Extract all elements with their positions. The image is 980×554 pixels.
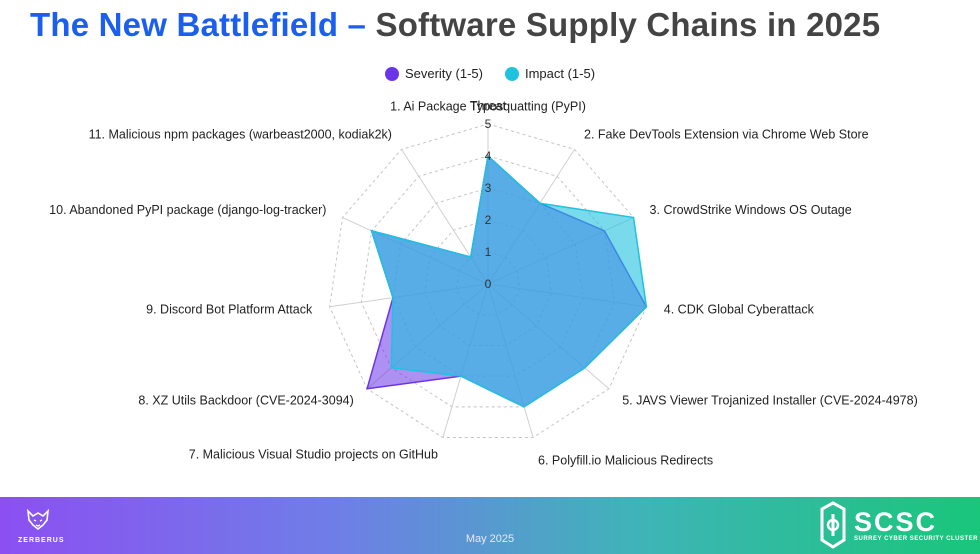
category-label: 2. Fake DevTools Extension via Chrome We… — [584, 128, 869, 142]
category-label: 8. XZ Utils Backdoor (CVE-2024-3094) — [138, 393, 353, 407]
category-label: 4. CDK Global Cyberattack — [664, 302, 815, 316]
tick-label: 3 — [485, 181, 492, 195]
category-label: 10. Abandoned PyPI package (django-log-t… — [49, 203, 326, 217]
scsc-logo-text: SCSC — [854, 506, 938, 537]
category-label: 9. Discord Bot Platform Attack — [146, 302, 313, 316]
legend-swatch-severity — [384, 66, 399, 81]
zerberus-logo-text: ZERBERUS — [18, 537, 65, 544]
shield-icon — [820, 501, 846, 549]
page-title: The New Battlefield – Software Supply Ch… — [30, 6, 880, 44]
tick-label: 0 — [485, 277, 492, 291]
title-rest: Software Supply Chains in 2025 — [375, 6, 881, 43]
legend-label-impact: Impact (1-5) — [524, 66, 596, 81]
title-highlight: The New Battlefield — [30, 6, 339, 43]
tick-label: 5 — [485, 117, 492, 131]
legend-item-impact[interactable]: Impact (1-5) — [504, 66, 596, 81]
legend-swatch-impact — [504, 66, 519, 81]
axis-title: Threat — [470, 99, 507, 113]
legend-item-severity[interactable]: Severity (1-5) — [384, 66, 483, 81]
title-dash: – — [338, 6, 376, 43]
zerberus-logo: ZERBERUS — [18, 508, 65, 544]
category-label: 11. Malicious npm packages (warbeast2000… — [89, 128, 392, 142]
category-label: 6. Polyfill.io Malicious Redirects — [538, 453, 713, 467]
category-label: 3. CrowdStrike Windows OS Outage — [650, 203, 852, 217]
tick-label: 1 — [485, 245, 492, 259]
scsc-logo-subtext: SURREY CYBER SECURITY CLUSTER — [854, 535, 978, 542]
wolf-icon — [26, 508, 50, 531]
scsc-logo: SCSC SURREY CYBER SECURITY CLUSTER — [818, 500, 978, 550]
tick-label: 4 — [485, 149, 492, 163]
series-impact-area — [370, 154, 648, 408]
category-label: 5. JAVS Viewer Trojanized Installer (CVE… — [622, 393, 918, 407]
footer-bar: ZERBERUS May 2025 SCSC SURREY CYBER SECU… — [0, 497, 980, 554]
legend-label-severity: Severity (1-5) — [404, 66, 483, 81]
category-label: 7. Malicious Visual Studio projects on G… — [189, 447, 438, 461]
tick-label: 2 — [485, 213, 492, 227]
chart-legend: Severity (1-5) Impact (1-5) — [0, 66, 980, 81]
category-label: 1. Ai Package Typosquatting (PyPI) — [390, 99, 586, 113]
footer-date: May 2025 — [465, 533, 515, 545]
